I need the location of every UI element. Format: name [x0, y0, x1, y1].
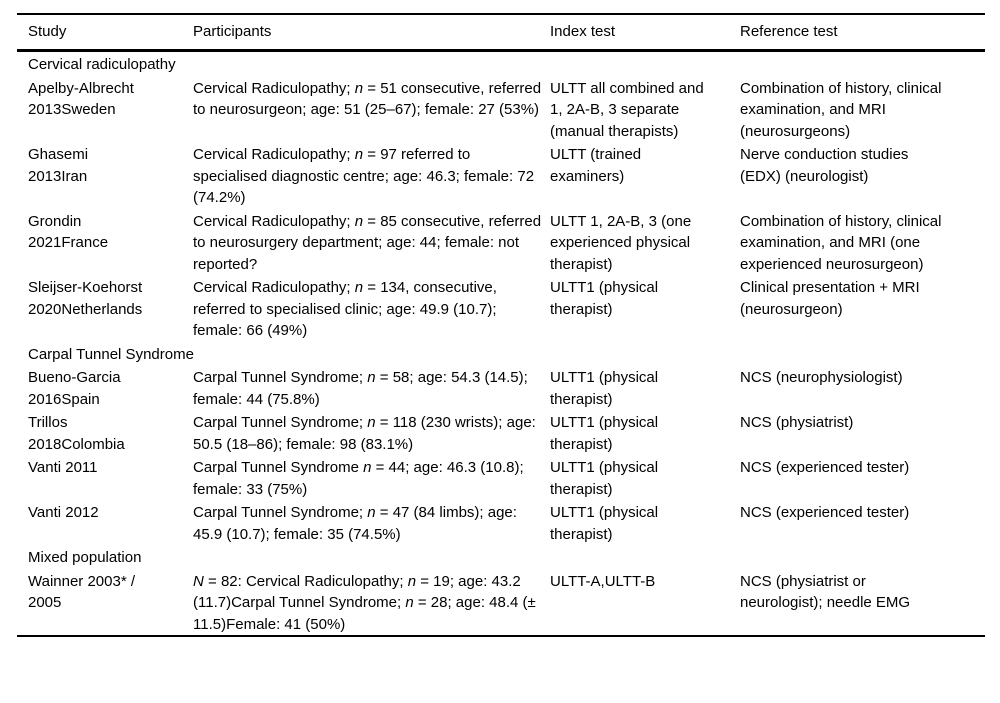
- section-row: Carpal Tunnel Syndrome: [17, 342, 985, 366]
- participants-cell: Cervical Radiculopathy; n = 51 consecuti…: [193, 79, 542, 119]
- index-test-cell: ULTT-A,ULTT-B: [550, 572, 656, 590]
- reference-test-cell: NCS (experienced tester): [740, 459, 910, 476]
- header-row: Study Participants Index test Reference …: [17, 14, 985, 52]
- participants-cell: Carpal Tunnel Syndrome; n = 47 (84 limbs…: [193, 504, 517, 543]
- index-test-cell: ULTT1 (physical therapist): [550, 279, 659, 318]
- reference-test-cell: Combination of history, clinical examina…: [740, 212, 942, 273]
- participants-cell: Cervical Radiculopathy; n = 134, consecu…: [193, 279, 497, 339]
- section-row: Mixed population: [17, 545, 985, 569]
- column-header-study: Study: [17, 14, 193, 52]
- reference-test-cell: NCS (physiatrist or neurologist); needle…: [740, 572, 911, 612]
- index-test-cell: ULTT all combined and 1, 2A-B, 3 separat…: [550, 79, 704, 140]
- column-header-participants: Participants: [193, 14, 550, 52]
- study-cell: Ghasemi 2013Iran: [28, 146, 89, 185]
- study-characteristics-table-wrap: Study Participants Index test Reference …: [17, 13, 985, 637]
- participants-cell: N = 82: Cervical Radiculopathy; n = 19; …: [193, 572, 536, 633]
- table-header: Study Participants Index test Reference …: [17, 14, 985, 52]
- section-label: Carpal Tunnel Syndrome: [28, 345, 194, 363]
- reference-test-cell: Clinical presentation + MRI (neurosurgeo…: [740, 279, 920, 318]
- table-row: Vanti 2011 Carpal Tunnel Syndrome n = 44…: [17, 455, 985, 500]
- table-row: Grondin 2021France Cervical Radiculopath…: [17, 209, 985, 276]
- study-cell: Vanti 2012: [28, 504, 99, 521]
- participants-cell: Carpal Tunnel Syndrome; n = 58; age: 54.…: [193, 369, 528, 408]
- study-cell: Sleijser-Koehorst 2020Netherlands: [28, 279, 143, 318]
- column-header-reference-test: Reference test: [740, 14, 985, 52]
- reference-test-cell: NCS (physiatrist): [740, 414, 854, 431]
- column-header-index-test: Index test: [550, 14, 740, 52]
- study-cell: Wainner 2003* / 2005: [28, 572, 136, 612]
- reference-test-cell: Combination of history, clinical examina…: [740, 79, 942, 140]
- reference-test-cell: NCS (experienced tester): [740, 504, 910, 521]
- table-row: Apelby-Albrecht 2013Sweden Cervical Radi…: [17, 76, 985, 143]
- index-test-cell: ULTT1 (physical therapist): [550, 414, 659, 453]
- index-test-cell: ULTT1 (physical therapist): [550, 459, 659, 498]
- participants-cell: Carpal Tunnel Syndrome; n = 118 (230 wri…: [193, 414, 536, 453]
- table-row: Bueno-Garcia 2016Spain Carpal Tunnel Syn…: [17, 365, 985, 410]
- section-label: Cervical radiculopathy: [28, 56, 176, 73]
- table-row: Trillos 2018Colombia Carpal Tunnel Syndr…: [17, 410, 985, 455]
- study-cell: Bueno-Garcia 2016Spain: [28, 369, 121, 408]
- section-row: Cervical radiculopathy: [17, 51, 985, 76]
- study-cell: Apelby-Albrecht 2013Sweden: [28, 79, 134, 119]
- table-row: Vanti 2012 Carpal Tunnel Syndrome; n = 4…: [17, 500, 985, 545]
- index-test-cell: ULTT1 (physical therapist): [550, 504, 659, 543]
- study-characteristics-table: Study Participants Index test Reference …: [17, 13, 985, 637]
- participants-cell: Cervical Radiculopathy; n = 97 referred …: [193, 146, 535, 206]
- table-row: Sleijser-Koehorst 2020Netherlands Cervic…: [17, 275, 985, 342]
- index-test-cell: ULTT 1, 2A-B, 3 (one experienced physica…: [550, 212, 692, 273]
- table-row: Wainner 2003* / 2005 N = 82: Cervical Ra…: [17, 569, 985, 637]
- participants-cell: Carpal Tunnel Syndrome n = 44; age: 46.3…: [193, 459, 524, 498]
- index-test-cell: ULTT (trained examiners): [550, 146, 642, 185]
- index-test-cell: ULTT1 (physical therapist): [550, 369, 659, 408]
- study-cell: Grondin 2021France: [28, 212, 109, 252]
- section-label: Mixed population: [28, 549, 142, 566]
- participants-cell: Cervical Radiculopathy; n = 85 consecuti…: [193, 212, 542, 273]
- study-cell: Vanti 2011: [28, 459, 98, 476]
- table-row: Ghasemi 2013Iran Cervical Radiculopathy;…: [17, 142, 985, 209]
- table-body: Cervical radiculopathy Apelby-Albrecht 2…: [17, 51, 985, 637]
- reference-test-cell: Nerve conduction studies (EDX) (neurolog…: [740, 146, 909, 185]
- study-cell: Trillos 2018Colombia: [28, 414, 125, 453]
- reference-test-cell: NCS (neurophysiologist): [740, 369, 903, 386]
